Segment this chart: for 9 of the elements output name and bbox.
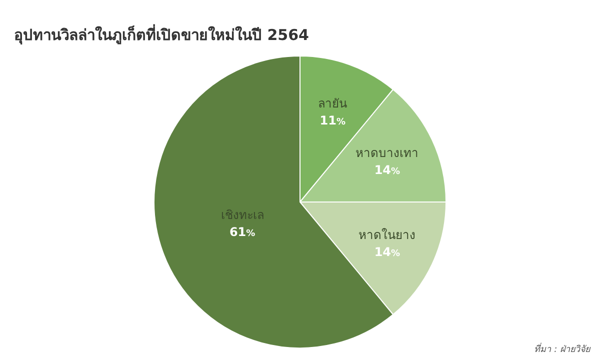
chart-title: อุปทานวิลล่าในภูเก็ตที่เปิดขายใหม่ในปี 2564	[14, 24, 309, 45]
text: ที่มา : ฝ่ายวิจัย	[534, 342, 591, 355]
slice-label: หาดบางเทา	[356, 146, 419, 160]
data-label: 61%	[229, 224, 256, 239]
data-label: 14%	[374, 162, 400, 177]
slice-label: หาดในยาง	[358, 228, 416, 242]
data-label: 11%	[320, 113, 346, 128]
data-label: 14%	[374, 245, 400, 260]
slice-label: ลายัน	[318, 96, 348, 110]
